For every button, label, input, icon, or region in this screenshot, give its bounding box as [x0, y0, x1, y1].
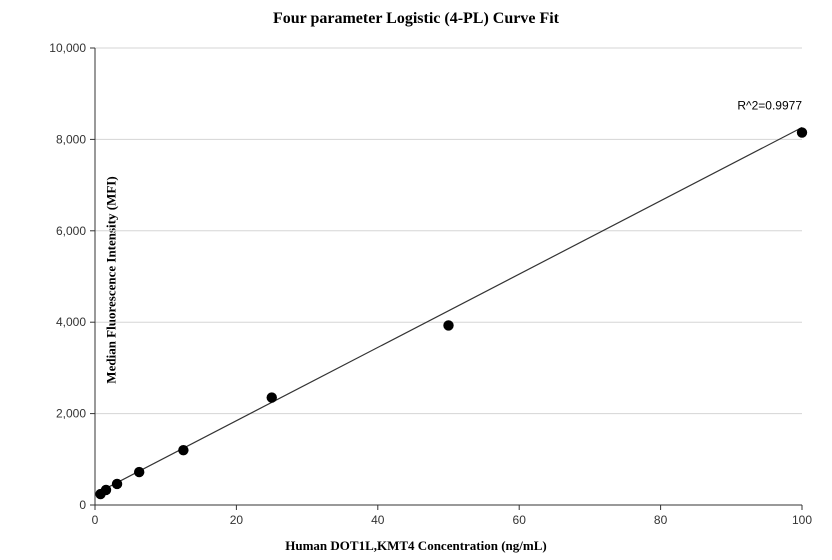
- data-point: [178, 445, 188, 455]
- x-tick-label: 60: [513, 513, 527, 527]
- x-tick-label: 100: [792, 513, 812, 527]
- data-point: [443, 320, 453, 330]
- grid: [95, 48, 802, 505]
- x-tick-label: 40: [371, 513, 385, 527]
- data-point: [134, 467, 144, 477]
- y-tick-label: 2,000: [56, 407, 86, 421]
- x-tick-label: 20: [230, 513, 244, 527]
- y-tick-label: 10,000: [49, 41, 86, 55]
- axes: [95, 48, 802, 505]
- x-tick-label: 0: [92, 513, 99, 527]
- y-ticks: 0 2,000 4,000 6,000 8,000 10,000: [49, 41, 95, 512]
- y-tick-label: 8,000: [56, 132, 86, 146]
- data-series: [95, 127, 807, 499]
- r-squared-annotation: R^2=0.9977: [737, 99, 802, 113]
- x-ticks: 0 20 40 60 80 100: [92, 505, 813, 527]
- data-point: [112, 479, 122, 489]
- y-tick-label: 6,000: [56, 224, 86, 238]
- fit-line: [95, 128, 802, 495]
- data-point: [267, 392, 277, 402]
- data-point: [101, 485, 111, 495]
- chart-container: Four parameter Logistic (4-PL) Curve Fit…: [0, 0, 832, 560]
- x-tick-label: 80: [654, 513, 668, 527]
- chart-plot: 0 20 40 60 80 100 0 2,000 4,000 6,000 8,000 10,000 R…: [0, 0, 832, 560]
- y-tick-label: 0: [79, 498, 86, 512]
- data-point: [797, 127, 807, 137]
- y-tick-label: 4,000: [56, 315, 86, 329]
